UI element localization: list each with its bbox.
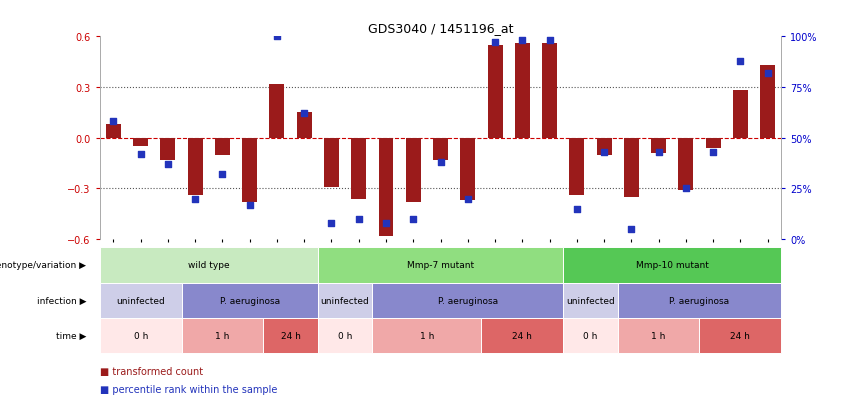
Text: 1 h: 1 h [651, 331, 666, 340]
Text: time ▶: time ▶ [56, 331, 86, 340]
Bar [596, 138, 612, 155]
Text: 24 h: 24 h [512, 331, 532, 340]
Bar [242, 138, 257, 202]
Bar [372, 318, 482, 353]
Bar [106, 125, 121, 138]
Text: ■ transformed count: ■ transformed count [100, 366, 203, 376]
Bar [100, 248, 318, 283]
Text: 0 h: 0 h [338, 331, 352, 340]
Text: 24 h: 24 h [730, 331, 750, 340]
Bar [352, 138, 366, 199]
Text: uninfected: uninfected [321, 296, 370, 305]
Text: P. aeruginosa: P. aeruginosa [220, 296, 279, 305]
Bar [760, 66, 775, 138]
Bar [563, 283, 618, 318]
Bar [542, 44, 557, 138]
Bar [378, 138, 393, 236]
Point [461, 196, 475, 202]
Point [652, 149, 666, 156]
Bar [433, 138, 448, 160]
Text: 0 h: 0 h [583, 331, 597, 340]
Point [733, 58, 747, 65]
Text: 1 h: 1 h [420, 331, 434, 340]
Bar [100, 318, 181, 353]
Bar [733, 91, 748, 138]
Text: P. aeruginosa: P. aeruginosa [437, 296, 498, 305]
Text: genotype/variation ▶: genotype/variation ▶ [0, 261, 86, 270]
Point [597, 149, 611, 156]
Point [325, 220, 339, 227]
Bar [318, 318, 372, 353]
Bar [372, 283, 563, 318]
Bar [133, 138, 148, 147]
Bar [269, 84, 285, 138]
Point [134, 151, 148, 158]
Bar [678, 138, 694, 191]
Point [352, 216, 365, 223]
Point [488, 40, 502, 47]
Text: wild type: wild type [188, 261, 230, 270]
Bar [324, 138, 339, 187]
Bar [563, 318, 618, 353]
Point [297, 111, 312, 117]
Text: 24 h: 24 h [280, 331, 300, 340]
Point [516, 38, 529, 45]
Text: 1 h: 1 h [215, 331, 230, 340]
Point [215, 171, 229, 178]
Bar [263, 318, 318, 353]
Bar [515, 44, 529, 138]
Bar [161, 138, 175, 160]
Point [679, 186, 693, 192]
Bar [215, 138, 230, 155]
Title: GDS3040 / 1451196_at: GDS3040 / 1451196_at [368, 21, 513, 35]
Point [161, 161, 175, 168]
Bar [181, 318, 263, 353]
Point [270, 34, 284, 40]
Bar [624, 138, 639, 197]
Text: P. aeruginosa: P. aeruginosa [669, 296, 729, 305]
Text: uninfected: uninfected [116, 296, 165, 305]
Text: ■ percentile rank within the sample: ■ percentile rank within the sample [100, 385, 277, 394]
Bar [297, 113, 312, 138]
Point [107, 119, 121, 126]
Bar [618, 283, 781, 318]
Point [570, 206, 584, 212]
Text: infection ▶: infection ▶ [36, 296, 86, 305]
Point [624, 226, 638, 233]
Bar [651, 138, 666, 154]
Bar [460, 138, 476, 201]
Point [707, 149, 720, 156]
Bar [563, 248, 781, 283]
Text: Mmp-7 mutant: Mmp-7 mutant [407, 261, 474, 270]
Bar [482, 318, 563, 353]
Text: uninfected: uninfected [566, 296, 615, 305]
Text: 0 h: 0 h [134, 331, 148, 340]
Bar [700, 318, 781, 353]
Bar [706, 138, 720, 148]
Bar [488, 45, 503, 138]
Point [406, 216, 420, 223]
Point [760, 70, 774, 77]
Bar [318, 283, 372, 318]
Bar [318, 248, 563, 283]
Bar [187, 138, 203, 196]
Text: Mmp-10 mutant: Mmp-10 mutant [635, 261, 708, 270]
Point [434, 159, 448, 166]
Point [542, 38, 556, 45]
Bar [405, 138, 421, 202]
Point [379, 220, 393, 227]
Bar [100, 283, 181, 318]
Point [188, 196, 202, 202]
Bar [618, 318, 700, 353]
Bar [569, 138, 584, 196]
Bar [181, 283, 318, 318]
Point [243, 202, 257, 209]
